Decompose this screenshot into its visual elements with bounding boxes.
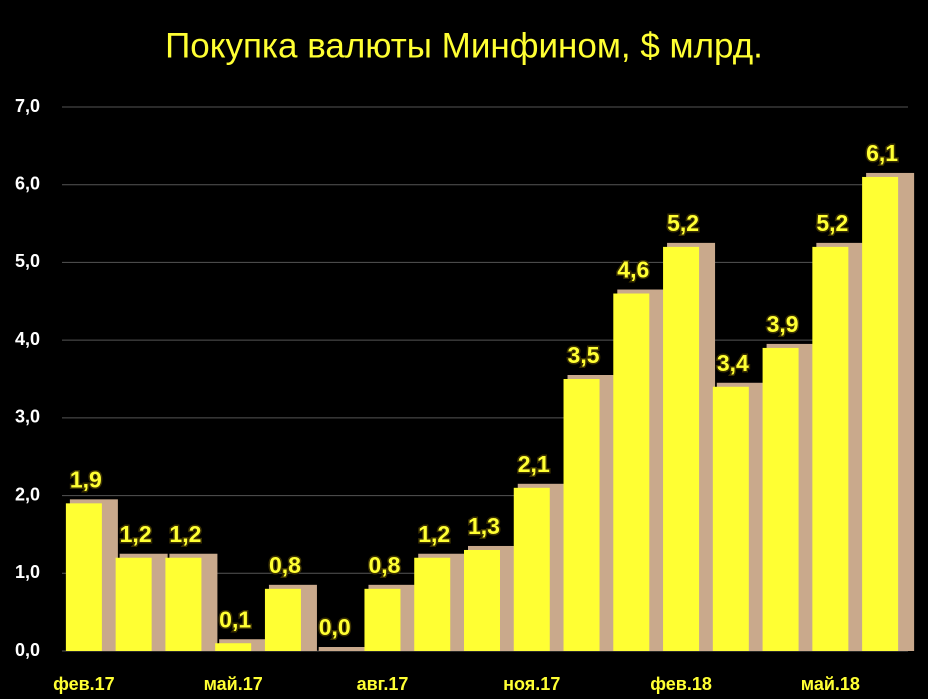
value-label: 6,1 bbox=[866, 140, 898, 166]
x-tick-label: май.18 bbox=[801, 674, 860, 694]
value-label: 0,1 bbox=[219, 606, 251, 632]
bar bbox=[613, 293, 650, 651]
value-label: 5,2 bbox=[667, 210, 699, 236]
y-tick-label: 0,0 bbox=[15, 640, 40, 660]
value-label: 1,2 bbox=[120, 521, 152, 547]
x-tick-label: фев.18 bbox=[650, 674, 712, 694]
y-tick-label: 7,0 bbox=[15, 96, 40, 116]
value-label: 1,2 bbox=[169, 521, 201, 547]
value-label: 0,0 bbox=[319, 614, 351, 640]
x-tick-label: фев.17 bbox=[53, 674, 115, 694]
bar bbox=[264, 588, 301, 651]
value-label: 1,3 bbox=[468, 513, 500, 539]
bar bbox=[364, 588, 401, 651]
value-label: 4,6 bbox=[617, 257, 649, 283]
bar bbox=[663, 246, 700, 651]
bar bbox=[712, 386, 749, 651]
bar-shadow bbox=[318, 647, 367, 651]
bar bbox=[464, 549, 500, 651]
y-tick-label: 5,0 bbox=[15, 251, 40, 271]
y-tick-label: 2,0 bbox=[15, 484, 40, 504]
bar bbox=[165, 557, 202, 651]
value-label: 0,8 bbox=[269, 552, 301, 578]
value-label: 3,9 bbox=[767, 311, 799, 337]
y-tick-label: 6,0 bbox=[15, 173, 40, 193]
value-label: 0,8 bbox=[368, 552, 400, 578]
bar bbox=[65, 503, 102, 651]
x-tick-label: авг.17 bbox=[357, 674, 409, 694]
y-tick-label: 1,0 bbox=[15, 562, 40, 582]
value-label: 1,9 bbox=[70, 466, 102, 492]
value-label: 1,2 bbox=[418, 521, 450, 547]
chart-title: Покупка валюты Минфином, $ млрд. bbox=[165, 26, 763, 65]
bar bbox=[762, 347, 799, 651]
bar bbox=[862, 176, 899, 651]
y-tick-label: 4,0 bbox=[15, 329, 40, 349]
value-label: 2,1 bbox=[518, 451, 550, 477]
y-tick-label: 3,0 bbox=[15, 407, 40, 427]
x-tick-label: ноя.17 bbox=[503, 674, 560, 694]
x-tick-label: май.17 bbox=[204, 674, 263, 694]
bar bbox=[414, 557, 451, 651]
value-label: 3,4 bbox=[717, 350, 749, 376]
bar bbox=[115, 557, 152, 651]
value-label: 5,2 bbox=[816, 210, 848, 236]
bar bbox=[215, 643, 252, 651]
value-label: 3,5 bbox=[568, 342, 600, 368]
bar bbox=[513, 487, 550, 651]
bar bbox=[563, 379, 600, 651]
bar bbox=[812, 246, 849, 651]
